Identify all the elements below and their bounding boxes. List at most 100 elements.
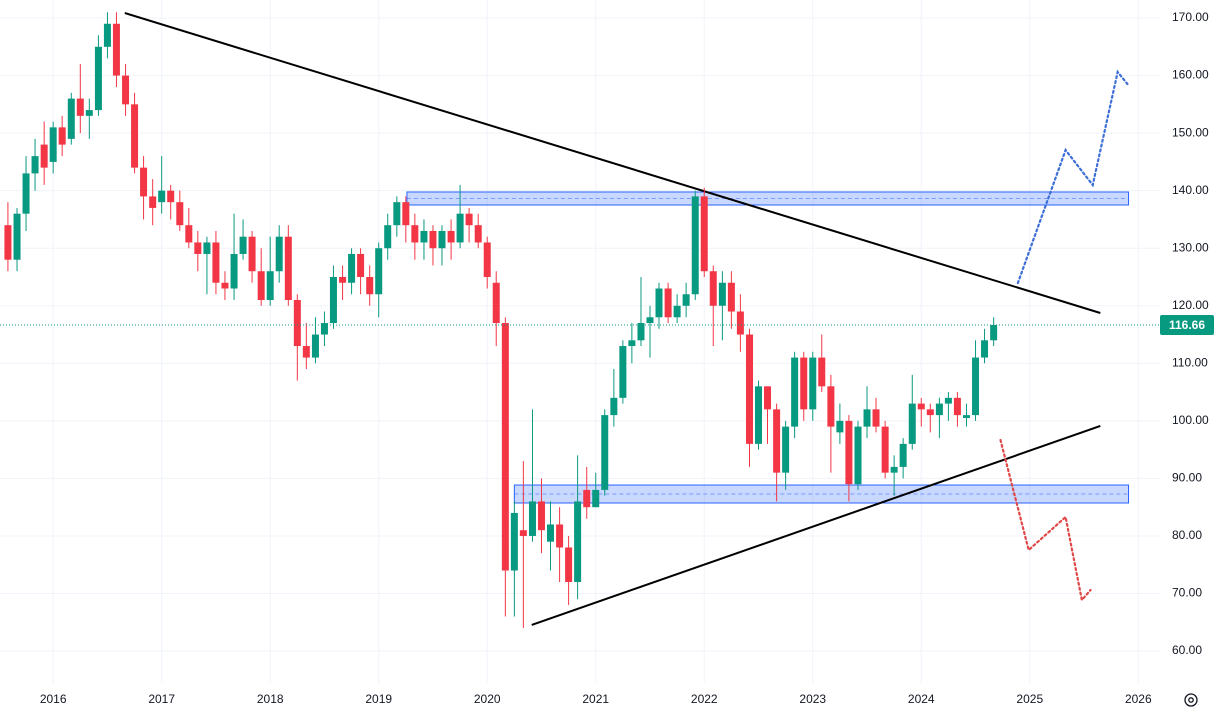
candle-body — [329, 276, 337, 324]
candle-body — [628, 340, 636, 347]
candle-body — [736, 311, 744, 335]
candle-body — [492, 282, 500, 324]
y-tick-label: 160.00 — [1172, 68, 1209, 82]
candle-body — [357, 253, 365, 277]
candle-body — [149, 196, 157, 208]
candle-body — [158, 190, 166, 203]
candle-body — [953, 397, 961, 416]
y-tick-label: 110.00 — [1172, 355, 1208, 369]
candle-body — [519, 530, 527, 536]
y-tick-label: 170.00 — [1172, 10, 1209, 24]
candle-body — [76, 98, 84, 116]
candle-body — [700, 196, 708, 272]
candle-body — [275, 236, 283, 272]
y-tick-label: 120.00 — [1172, 298, 1209, 312]
candle-body — [619, 346, 627, 398]
y-tick-label: 90.00 — [1172, 471, 1202, 485]
candle-body — [375, 248, 383, 295]
last-price-label: 116.66 — [1169, 318, 1205, 332]
trendline — [124, 12, 1101, 314]
candle-body — [546, 524, 554, 542]
projection-path — [1016, 69, 1129, 285]
settings-gear-center[interactable] — [1188, 697, 1194, 703]
candle-body — [845, 420, 853, 485]
candle-body — [718, 282, 726, 306]
candle-body — [248, 236, 256, 272]
candle-body — [311, 334, 319, 358]
candle-body — [944, 397, 952, 404]
candle-body — [863, 409, 871, 427]
candle-body — [664, 288, 672, 318]
candle-body — [293, 300, 301, 347]
y-tick-label: 150.00 — [1172, 125, 1209, 139]
candle-body — [800, 357, 808, 410]
candle-body — [890, 466, 898, 473]
candle-body — [203, 242, 211, 254]
y-tick-label: 100.00 — [1172, 413, 1209, 427]
candle-body — [727, 282, 735, 312]
candle-body — [673, 305, 681, 318]
candle-body — [67, 98, 75, 139]
candle-body — [447, 230, 455, 243]
candle-body — [935, 403, 943, 416]
candle-body — [972, 357, 980, 416]
candle-body — [230, 253, 238, 289]
candle-body — [791, 357, 799, 427]
settings-icon[interactable] — [1184, 693, 1198, 707]
grid-layer — [0, 0, 1160, 683]
axis-layer: 60.00 70.00 80.00 90.00 100.00 110.00 120.00 13… — [0, 10, 1214, 706]
candle-body — [682, 294, 690, 306]
candle-body — [456, 213, 464, 243]
x-tick-label: 2024 — [908, 692, 935, 706]
settings-gear[interactable] — [1184, 693, 1198, 707]
candle-body — [510, 512, 518, 571]
candle-body — [58, 127, 66, 145]
y-tick-label: 60.00 — [1172, 643, 1202, 657]
drawings-layer — [124, 12, 1130, 626]
candle-body — [556, 524, 564, 548]
candle-body — [764, 386, 772, 410]
candle-body — [854, 426, 862, 485]
candle-body — [221, 282, 229, 289]
candles-layer — [4, 12, 998, 629]
candle-body — [637, 323, 645, 341]
last-price-tag — [1160, 314, 1214, 335]
candle-body — [22, 173, 30, 214]
candle-body — [103, 23, 111, 47]
candle-body — [13, 213, 21, 260]
candle-body — [926, 409, 934, 416]
candle-body — [49, 127, 57, 162]
candle-body — [94, 46, 102, 111]
candle-body — [212, 242, 220, 283]
candle-body — [755, 386, 763, 444]
candle-body — [176, 202, 184, 226]
candle-body — [745, 334, 753, 444]
candle-body — [990, 324, 998, 341]
candle-body — [284, 236, 292, 301]
candle-body — [348, 253, 356, 283]
y-tick-label: 130.00 — [1172, 240, 1209, 254]
x-tick-label: 2021 — [582, 692, 609, 706]
candle-body — [474, 225, 482, 243]
candle-body — [483, 242, 491, 277]
candle-body — [402, 202, 410, 226]
candle-body — [140, 167, 148, 197]
candle-body — [393, 202, 401, 226]
candle-body — [194, 242, 202, 254]
x-tick-label: 2019 — [365, 692, 392, 706]
candle-body — [429, 230, 437, 249]
candle-body — [257, 271, 265, 301]
candle-body — [899, 443, 907, 467]
candle-body — [827, 386, 835, 427]
candle-body — [537, 501, 545, 531]
candle-body — [112, 23, 120, 76]
candle-body — [384, 225, 392, 249]
candle-body — [320, 323, 328, 335]
candle-body — [782, 426, 790, 473]
candle-body — [881, 426, 889, 473]
trendline — [531, 425, 1101, 626]
y-tick-label: 70.00 — [1172, 586, 1202, 600]
candle-body — [131, 104, 139, 168]
